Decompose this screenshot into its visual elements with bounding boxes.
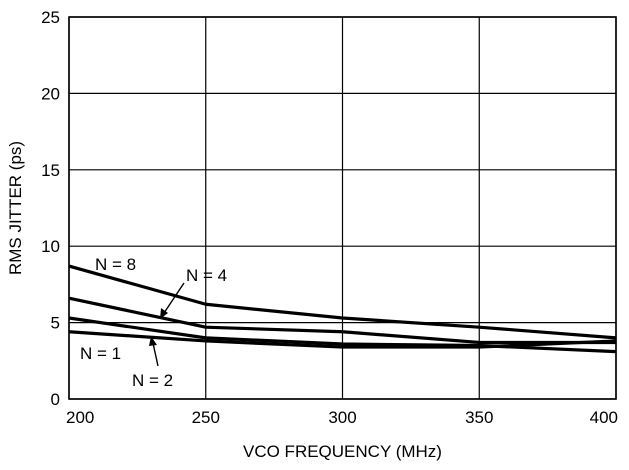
series-label-n2: N = 2 xyxy=(132,371,173,390)
tick-labels: 200 250 300 350 400 0 5 10 15 20 25 xyxy=(41,8,618,427)
x-tick-label: 400 xyxy=(590,408,618,427)
y-tick-label: 10 xyxy=(41,237,60,256)
series-label-n1: N = 1 xyxy=(80,344,121,363)
x-tick-label: 200 xyxy=(66,408,94,427)
y-tick-label: 20 xyxy=(41,84,60,103)
arrowhead-n4 xyxy=(160,308,168,319)
y-tick-label: 0 xyxy=(51,390,60,409)
series-line-3 xyxy=(68,316,617,354)
x-tick-label: 300 xyxy=(328,408,356,427)
y-tick-label: 15 xyxy=(41,161,60,180)
arrowhead-n2 xyxy=(149,336,157,346)
series-label-n4: N = 4 xyxy=(186,266,227,285)
y-axis-label: RMS JITTER (ps) xyxy=(6,141,25,275)
series-annotations: N = 8 N = 4 N = 2 N = 1 xyxy=(80,255,227,390)
arrow-n2 xyxy=(152,342,159,367)
plot-frame xyxy=(68,16,617,400)
series-label-n8: N = 8 xyxy=(95,255,136,274)
y-tick-label: 5 xyxy=(51,314,60,333)
x-axis-label: VCO FREQUENCY (MHz) xyxy=(243,442,442,461)
arrow-n4 xyxy=(163,282,185,314)
x-tick-label: 350 xyxy=(465,408,493,427)
series-line-1 xyxy=(68,264,617,340)
y-tick-label: 25 xyxy=(41,8,60,27)
series-line-4 xyxy=(68,330,617,349)
x-tick-label: 250 xyxy=(192,408,220,427)
